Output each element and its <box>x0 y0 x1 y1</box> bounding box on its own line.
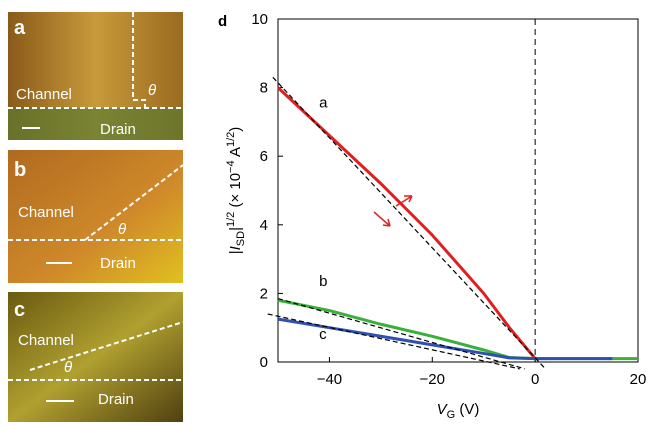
curve-label: b <box>319 273 327 290</box>
label: Drain <box>100 121 136 138</box>
x-tick-label: 0 <box>531 371 539 388</box>
x-label-part: G <box>447 409 456 421</box>
label: Channel <box>18 204 74 221</box>
panel-label: b <box>14 159 26 181</box>
fit-line <box>267 313 520 370</box>
x-tick-label: 20 <box>630 371 647 388</box>
label: Channel <box>16 86 72 103</box>
series-line <box>277 317 613 361</box>
y-tick-label: 6 <box>260 148 268 165</box>
y-tick-label: 2 <box>260 285 268 302</box>
x-axis-label: VG (V) <box>437 401 480 421</box>
y-label-part: | <box>227 227 244 231</box>
panel-label: a <box>14 17 26 39</box>
label: Channel <box>18 332 74 349</box>
curve-label: c <box>319 326 327 343</box>
panel-c: c Channel Drain θ <box>8 292 184 422</box>
label: θ <box>148 82 156 99</box>
x-label-part: (V) <box>455 401 479 418</box>
x-tick-label: −40 <box>317 371 342 388</box>
y-tick-label: 4 <box>260 217 268 234</box>
y-label-part: 1/2 <box>225 132 237 147</box>
fit-line <box>277 297 526 370</box>
label: Drain <box>98 391 134 408</box>
y-label-part: SD <box>235 231 247 246</box>
y-label-part: I <box>227 246 244 250</box>
y-axis-label: |ISD|1/2 (× 10−4 A1/2) <box>225 127 247 255</box>
y-tick-label: 8 <box>260 80 268 97</box>
panel-label: c <box>14 299 25 321</box>
series-line <box>276 86 537 360</box>
label: θ <box>118 221 126 238</box>
arrow <box>373 211 391 227</box>
arrow <box>395 195 413 207</box>
y-tick-label: 0 <box>260 354 268 371</box>
curve-label: a <box>319 95 328 112</box>
plot-frame <box>277 18 639 363</box>
y-label-part: A <box>227 147 244 160</box>
panel-label: d <box>218 13 227 30</box>
y-label-part: ) <box>227 127 244 132</box>
y-label-part: | <box>227 250 244 254</box>
y-label-part: 1/2 <box>225 212 237 227</box>
y-label-part: −4 <box>225 160 237 173</box>
y-tick-label: 10 <box>251 11 268 28</box>
fit-line <box>272 76 546 370</box>
label: θ <box>64 359 72 376</box>
y-label-part: (× 10 <box>227 173 244 212</box>
panel-b: b Channel Drain θ <box>8 150 184 283</box>
panel-a: a Channel Drain θ <box>8 12 183 140</box>
label: Drain <box>100 255 136 272</box>
x-tick-label: −20 <box>420 371 445 388</box>
x-label-part: V <box>437 401 449 418</box>
